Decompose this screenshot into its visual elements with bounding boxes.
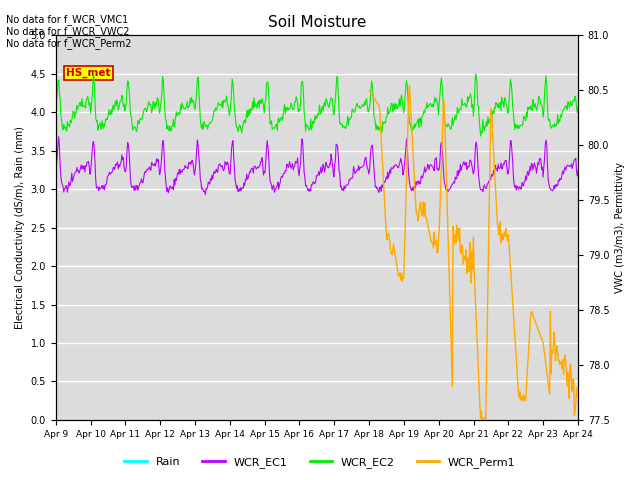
Text: No data for f_WCR_VMC1: No data for f_WCR_VMC1 — [6, 13, 129, 24]
Text: No data for f_WCR_Perm2: No data for f_WCR_Perm2 — [6, 37, 132, 48]
Y-axis label: VWC (m3/m3), Permittivity: VWC (m3/m3), Permittivity — [615, 162, 625, 293]
Y-axis label: Electrical Conductivity (dS/m), Rain (mm): Electrical Conductivity (dS/m), Rain (mm… — [15, 126, 25, 329]
Text: No data for f_WCR_VWC2: No data for f_WCR_VWC2 — [6, 25, 130, 36]
Title: Soil Moisture: Soil Moisture — [268, 15, 366, 30]
Text: HS_met: HS_met — [66, 68, 111, 78]
Legend: Rain, WCR_EC1, WCR_EC2, WCR_Perm1: Rain, WCR_EC1, WCR_EC2, WCR_Perm1 — [120, 452, 520, 472]
